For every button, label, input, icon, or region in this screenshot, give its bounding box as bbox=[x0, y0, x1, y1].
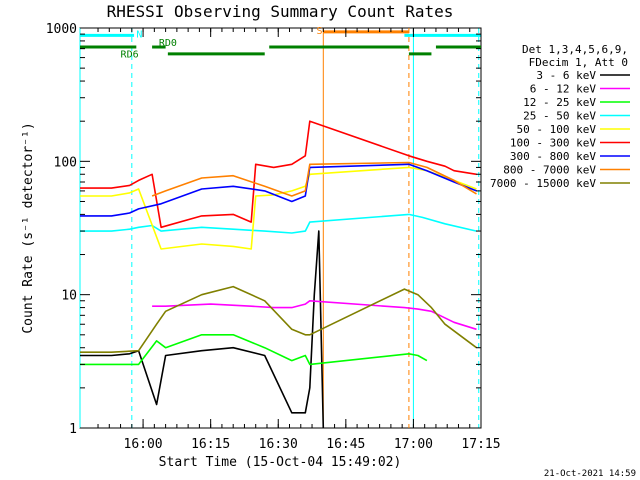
legend-label-2: 12 - 25 keV bbox=[523, 96, 596, 109]
legend-label-4: 50 - 100 keV bbox=[517, 123, 597, 136]
x-tick-label-2: 16:30 bbox=[259, 437, 298, 452]
series-line-4 bbox=[80, 166, 477, 250]
annotation-2: RD0 bbox=[159, 38, 177, 49]
legend-label-8: 7000 - 15000 keV bbox=[490, 177, 596, 190]
legend-label-7: 800 - 7000 keV bbox=[503, 164, 596, 177]
plot-area: N S RD0 RD6 bbox=[79, 26, 482, 429]
x-tick-label-5: 17:15 bbox=[461, 437, 500, 452]
legend-header-0: Det 1,3,4,5,6,9, bbox=[522, 43, 628, 56]
y-tick-label-0: 1 bbox=[69, 422, 77, 437]
chart-title: RHESSI Observing Summary Count Rates bbox=[107, 2, 454, 21]
annotation-1: S bbox=[317, 26, 323, 37]
legend: Det 1,3,4,5,6,9,FDecim 1, Att 03 - 6 keV… bbox=[490, 43, 630, 190]
series-line-2 bbox=[80, 333, 428, 366]
footer-timestamp: 21-Oct-2021 14:59 bbox=[544, 469, 636, 479]
x-tick-label-1: 16:15 bbox=[191, 437, 230, 452]
legend-label-5: 100 - 300 keV bbox=[510, 137, 596, 150]
series-group bbox=[80, 120, 477, 428]
series-line-7 bbox=[151, 161, 477, 197]
x-tick-label-4: 17:00 bbox=[394, 437, 433, 452]
series-line-0 bbox=[80, 230, 325, 428]
legend-label-0: 3 - 6 keV bbox=[536, 69, 596, 82]
x-tick-label-0: 16:00 bbox=[124, 437, 163, 452]
series-line-1 bbox=[152, 299, 477, 331]
annotation-0: N bbox=[136, 29, 142, 40]
series-line-3 bbox=[80, 213, 477, 234]
y-axis: 1 10 100 1000 bbox=[46, 22, 481, 437]
series-line-6 bbox=[80, 163, 477, 217]
x-axis: 16:00 16:15 16:30 16:45 17:00 17:15 bbox=[97, 28, 501, 452]
legend-label-1: 6 - 12 keV bbox=[530, 83, 597, 96]
series-line-5 bbox=[80, 120, 477, 229]
y-tick-label-3: 1000 bbox=[46, 22, 77, 37]
y-tick-label-1: 10 bbox=[61, 289, 77, 304]
y-axis-label: Count Rate (s⁻¹ detector⁻¹) bbox=[21, 122, 36, 333]
legend-label-3: 25 - 50 keV bbox=[523, 110, 596, 123]
legend-label-6: 300 - 800 keV bbox=[510, 150, 596, 163]
y-tick-label-2: 100 bbox=[54, 155, 77, 170]
legend-header-1: FDecim 1, Att 0 bbox=[529, 56, 628, 69]
x-axis-label: Start Time (15-Oct-04 15:49:02) bbox=[159, 455, 402, 470]
series-line-8 bbox=[80, 285, 477, 354]
annotation-3: RD6 bbox=[121, 50, 139, 61]
x-tick-label-3: 16:45 bbox=[326, 437, 365, 452]
